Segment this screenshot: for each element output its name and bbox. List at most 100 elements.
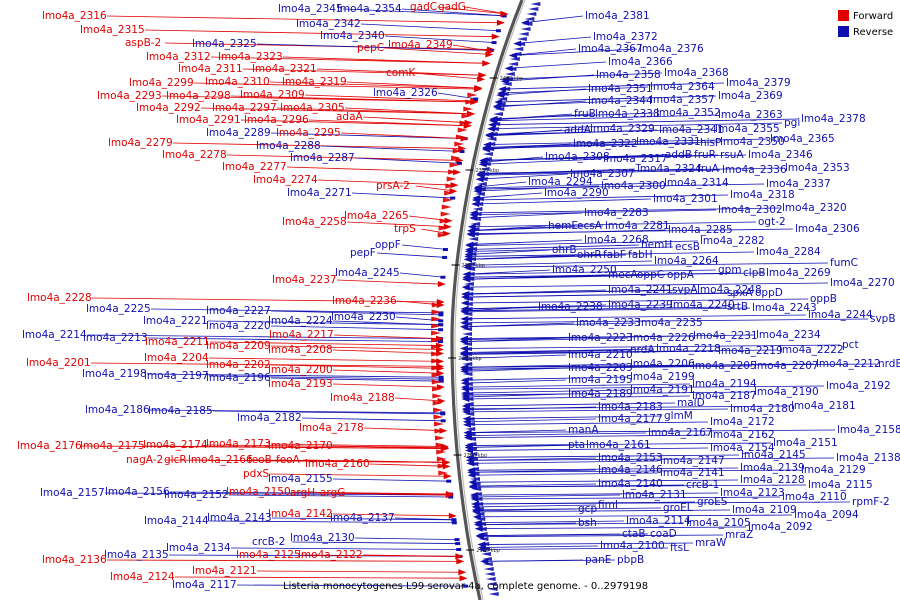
gene-label-lmo4a_2124: lmo4a_2124 [110,571,175,583]
gene-label-oppD: oppD [755,287,783,299]
reverse-gene-mark [463,292,474,296]
gene-label-aspB-2: aspB-2 [125,37,161,49]
gene-label-lmo4a_2318: lmo4a_2318 [730,189,795,201]
gene-label-lmo4a_2174: lmo4a_2174 [143,439,208,451]
leader-line-lmo4a_2203 [462,367,567,372]
leader-line-ecsB [466,246,674,252]
reverse-gene-mark [462,382,473,386]
gene-label-lmo4a_2192: lmo4a_2192 [826,380,891,392]
gene-label-lmo4a_2109: lmo4a_2109 [732,504,797,516]
gene-label-lmo4a_2217: lmo4a_2217 [269,329,334,341]
reverse-gene-mark [477,532,488,536]
leader-line-lmo4a_2227 [270,310,443,316]
gene-label-ohrR: ohrR [577,249,602,261]
leader-line-lmo4a_2117 [236,584,468,587]
leader-line-lmo4a_2141 [469,472,659,476]
gene-arrow-lmo4a_2197 [438,377,444,381]
gene-label-lmo4a_2117: lmo4a_2117 [172,579,237,591]
forward-gene-mark [467,92,478,98]
gene-label-lmo4a_2317: lmo4a_2317 [603,153,668,165]
leader-line-lmo4a_2317 [480,158,602,165]
reverse-gene-mark [467,457,478,461]
leader-line-lmo4a_2323 [282,56,489,64]
leader-line-lmo4a_2173 [270,443,447,447]
gene-label-lmo4a_2209: lmo4a_2209 [206,340,271,352]
reverse-gene-mark [462,362,473,366]
gene-label-lmo4a_2346: lmo4a_2346 [748,149,813,161]
gene-label-spxA: spxA [727,287,753,299]
gene-arrow-ftsL [478,546,487,553]
gene-label-svpB: svpB [870,313,896,325]
gene-label-lmo4a_2234: lmo4a_2234 [756,329,821,341]
gene-label-mecA: mecA [608,269,638,281]
gene-label-lmo4a_2205: lmo4a_2205 [692,360,757,372]
gene-label-nrdB: nrdB [878,358,900,370]
gene-label-lmo4a_2237: lmo4a_2237 [272,274,337,286]
gene-label-lmo4a_2187: lmo4a_2187 [692,390,757,402]
gene-label-lmo4a_2195: lmo4a_2195 [568,374,633,386]
gene-label-lmo4a_2299: lmo4a_2299 [129,77,194,89]
gene-label-lmo4a_2354: lmo4a_2354 [337,3,402,15]
gene-arrow-lmo4a_2342 [495,29,501,33]
gene-label-lmo4a_2142: lmo4a_2142 [268,508,333,520]
forward-gene-mark [440,211,451,217]
leader-line-lmo4a_2182 [301,417,445,422]
leader-line-lmo4a_2094 [474,514,793,518]
gene-arrow-lmo4a_2182 [440,419,446,423]
gene-label-addB: addB [665,149,692,161]
gene-label-lmo4a_2227: lmo4a_2227 [206,305,271,317]
reverse-gene-mark [465,427,476,431]
leader-line-lmo4a_2172 [464,421,709,426]
gene-label-lmo4a_2271: lmo4a_2271 [287,187,352,199]
gene-label-lmo4a_2319: lmo4a_2319 [282,76,347,88]
gene-label-lmo4a_2139: lmo4a_2139 [740,462,805,474]
forward-gene-mark [459,120,470,126]
leader-line-lmo4a_2129 [469,469,800,473]
leader-line-lmo4a_2115 [470,484,807,488]
reverse-gene-mark [482,562,493,566]
reverse-gene-mark [526,12,537,16]
gene-label-oppB: oppB [810,293,837,305]
gene-label-lmo4a_2202: lmo4a_2202 [206,359,271,371]
gene-label-lmo4a_2157: lmo4a_2157 [40,487,105,499]
gene-arrow-mraW [477,541,486,548]
leader-line-adaA [363,116,471,124]
gene-arrow-lmo4a_2134 [456,547,462,551]
leader-line-lmo4a_2170 [332,445,447,449]
leader-line-lmo4a_2158 [465,429,836,434]
reverse-gene-mark [528,7,539,11]
forward-gene-mark [465,99,476,105]
gene-label-ogt-2: ogt-2 [758,216,786,228]
gene-label-pepF: pepF [350,247,376,259]
gene-label-lmo4a_2167: lmo4a_2167 [648,427,713,439]
reverse-gene-mark [463,407,474,411]
forward-gene-mark [436,456,447,462]
gene-label-svpA: svpA [672,284,698,296]
leader-line-lmo4a_2305 [344,107,473,115]
reverse-gene-mark [491,117,502,121]
leader-line-lmo4a_2364 [498,86,649,94]
gene-label-lmo4a_2239: lmo4a_2239 [608,299,673,311]
reverse-gene-mark [468,467,479,471]
gene-label-lmo4a_2145: lmo4a_2145 [741,449,806,461]
gene-label-oppC: oppC [637,269,664,281]
reverse-gene-mark [464,417,475,421]
gene-label-lmo4a_2170: lmo4a_2170 [268,440,333,452]
gene-arrow-lmo4a_2170 [440,445,449,452]
gene-label-lmo4a_2320: lmo4a_2320 [782,202,847,214]
gene-label-lmo4a_2223: lmo4a_2223 [568,332,633,344]
forward-gene-mark [439,218,450,224]
forward-gene-mark [442,197,453,203]
gene-label-groEL: groEL [663,502,693,514]
gene-label-lmo4a_2336: lmo4a_2336 [722,164,787,176]
leader-line-lmo4a_2100 [479,545,599,548]
leader-line-lmo4a_2109 [474,509,731,513]
reverse-gene-mark [484,147,495,151]
gene-label-lmo4a_2201: lmo4a_2201 [26,357,91,369]
reverse-gene-mark [474,512,485,516]
gene-label-lmo4a_2130: lmo4a_2130 [290,532,355,544]
legend: Forward Reverse [838,10,893,38]
gene-arrow-feoA [442,459,451,466]
reverse-gene-mark [511,52,522,56]
leader-line-lmo4a_2277 [286,166,460,173]
